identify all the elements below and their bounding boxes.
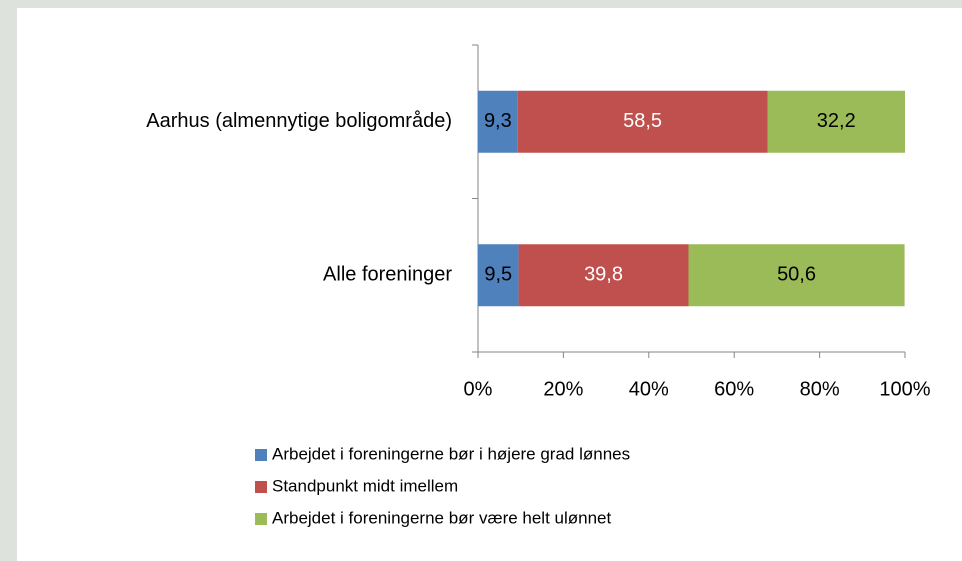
x-tick-label: 0%	[464, 378, 493, 400]
legend-label: Arbejdet i foreningerne bør være helt ul…	[272, 508, 612, 527]
value-label: 9,5	[484, 264, 512, 286]
bar-segment	[478, 244, 519, 307]
x-tick-label: 20%	[543, 378, 583, 400]
bar-segment	[518, 244, 689, 307]
y-tick-label: Alle foreninger	[323, 264, 452, 286]
y-tick-label: Aarhus (almennytige boligområde)	[146, 110, 452, 132]
value-label: 50,6	[777, 264, 816, 286]
value-label: 32,2	[817, 110, 856, 132]
bar-segment	[688, 244, 905, 307]
value-label: 9,3	[484, 110, 512, 132]
x-tick-label: 40%	[629, 378, 669, 400]
bar-segment	[517, 90, 768, 153]
x-tick-label: 60%	[714, 378, 754, 400]
legend-label: Arbejdet i foreningerne bør i højere gra…	[272, 444, 630, 463]
value-label: 58,5	[623, 110, 662, 132]
legend-label: Standpunkt midt imellem	[272, 476, 458, 495]
x-tick-label: 100%	[879, 378, 930, 400]
value-label: 39,8	[584, 264, 623, 286]
x-tick-label: 80%	[800, 378, 840, 400]
legend-swatch	[255, 481, 267, 493]
bar-segment	[767, 90, 905, 153]
bar-segment	[478, 90, 518, 153]
legend-swatch	[255, 513, 267, 525]
legend-swatch	[255, 449, 267, 461]
